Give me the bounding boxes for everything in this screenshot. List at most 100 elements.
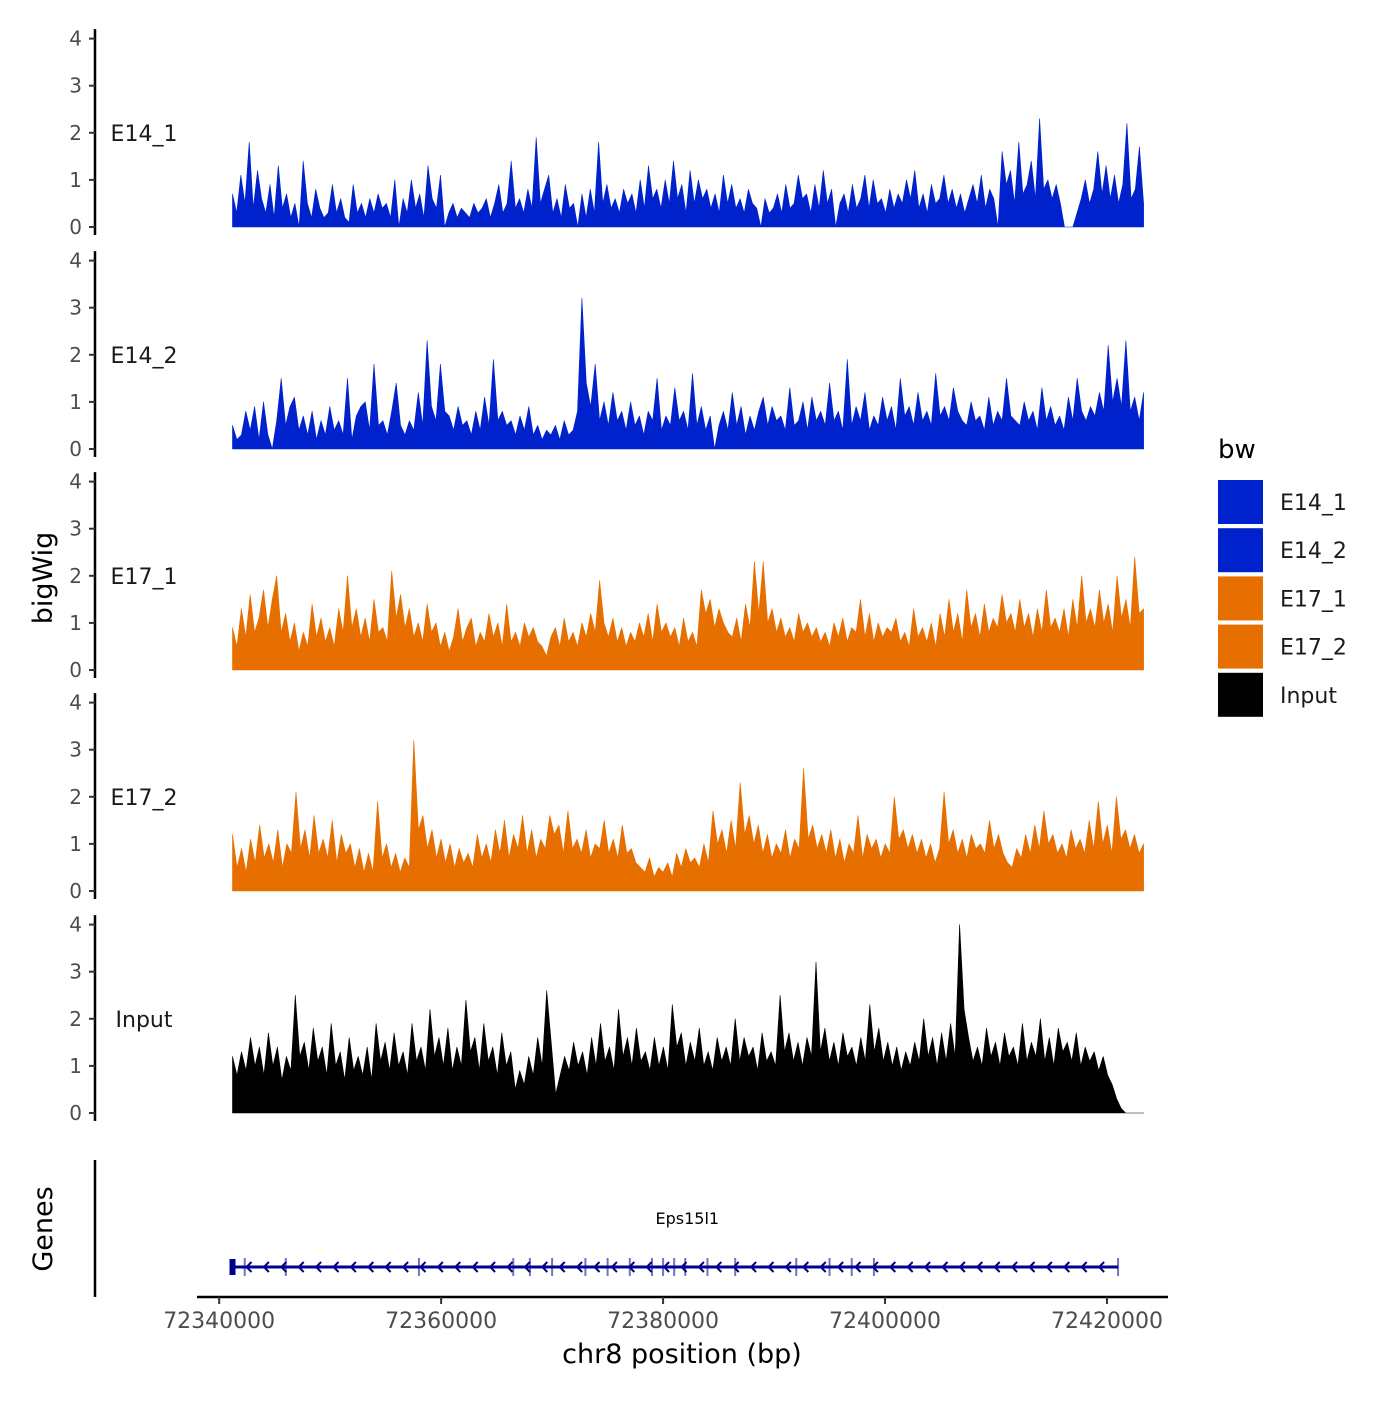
y-tick-label: 3 — [69, 960, 82, 984]
x-axis-title: chr8 position (bp) — [562, 1339, 802, 1370]
legend-swatch — [1218, 624, 1263, 669]
strand-arrow — [314, 1261, 322, 1273]
y-tick-label: 2 — [69, 121, 82, 145]
gene-exon — [795, 1258, 798, 1276]
gene-exon — [734, 1258, 737, 1276]
strand-arrow — [593, 1261, 601, 1273]
gene-exon — [606, 1258, 609, 1276]
strand-arrow — [697, 1261, 705, 1273]
gene-name: Eps15l1 — [655, 1209, 719, 1228]
gene-exon — [284, 1258, 287, 1276]
signal-baseline — [232, 668, 1144, 670]
signal-area — [232, 298, 1144, 450]
track-label: E17_2 — [111, 786, 178, 811]
gene-exon — [229, 1259, 236, 1275]
strand-arrow — [854, 1261, 862, 1273]
legend-label: E14_1 — [1280, 491, 1347, 516]
gene-exon — [528, 1258, 531, 1276]
legend-swatch — [1218, 576, 1263, 621]
strand-arrow — [906, 1261, 914, 1273]
strand-arrow — [262, 1261, 270, 1273]
strand-arrow — [349, 1261, 357, 1273]
strand-arrow — [975, 1261, 984, 1273]
y-tick-label: 3 — [69, 74, 82, 98]
y-tick-label: 0 — [69, 658, 82, 682]
strand-arrow — [366, 1261, 375, 1273]
strand-arrow — [384, 1261, 392, 1273]
gene-exon — [243, 1258, 246, 1276]
signal-baseline — [232, 889, 1144, 891]
y-tick-label: 2 — [69, 1007, 82, 1031]
legend: bw E14_1 E14_2 E17_1 E17_2 Input — [1218, 435, 1347, 717]
signal-baseline — [232, 1111, 1122, 1113]
y-tick-label: 4 — [69, 470, 82, 494]
legend-label: Input — [1280, 684, 1337, 709]
legend-label: E14_2 — [1280, 539, 1347, 564]
strand-arrow — [1045, 1261, 1053, 1273]
y-tick-label: 4 — [69, 27, 82, 51]
strand-arrow — [540, 1261, 549, 1273]
y-tick-label: 3 — [69, 738, 82, 762]
y-tick-label: 1 — [69, 390, 82, 414]
strand-arrow — [436, 1261, 444, 1273]
y-axis-title: bigWig — [28, 532, 59, 625]
strand-arrow — [297, 1261, 305, 1273]
y-tick-label: 0 — [69, 879, 82, 903]
strand-arrow — [993, 1261, 1001, 1273]
y-tick-label: 3 — [69, 517, 82, 541]
legend-title: bw — [1218, 435, 1256, 465]
strand-arrow — [784, 1261, 792, 1273]
strand-arrow — [401, 1261, 409, 1273]
gene-exon — [417, 1258, 420, 1276]
strand-arrow — [1028, 1261, 1036, 1273]
track-e17-2: 0 1 2 3 4 E17_2 — [69, 691, 1144, 903]
signal-baseline — [765, 225, 832, 227]
strand-arrow — [453, 1261, 462, 1273]
x-tick-label: 72340000 — [163, 1309, 275, 1334]
x-axis: 72340000 72360000 72380000 72400000 72420000 — [163, 1295, 1168, 1334]
signal-baseline — [276, 447, 711, 449]
gene-exon — [584, 1258, 587, 1276]
signal-baseline — [303, 225, 395, 227]
strand-arrow — [332, 1261, 340, 1273]
signal-area — [232, 556, 1144, 671]
track-e14-1: 0 1 2 3 4 E14_1 — [69, 27, 1144, 239]
y-tick-label: 0 — [69, 1101, 82, 1125]
y-tick-label: 4 — [69, 913, 82, 937]
x-tick-label: 72380000 — [607, 1309, 719, 1334]
strand-arrow — [419, 1261, 427, 1273]
strand-arrow — [645, 1261, 653, 1273]
strand-arrow — [279, 1261, 288, 1273]
strand-arrow — [471, 1261, 479, 1273]
y-tick-label: 1 — [69, 611, 82, 635]
y-tick-label: 1 — [69, 168, 82, 192]
strand-arrow — [801, 1261, 810, 1273]
strand-arrow — [558, 1261, 566, 1273]
gene-exon — [706, 1258, 709, 1276]
signal-baseline — [581, 225, 757, 227]
strand-arrow — [610, 1261, 618, 1273]
track-label: E14_2 — [111, 344, 178, 369]
track-input: 0 1 2 3 4 Input — [69, 913, 1144, 1125]
legend-swatch — [1218, 480, 1263, 524]
strand-arrow — [871, 1261, 879, 1273]
signal-area — [232, 924, 1144, 1114]
y-tick-label: 3 — [69, 296, 82, 320]
signal-tracks: 0 1 2 3 4 E14_1 0 1 2 3 4 E14_2 0 1 2 3 4 E17_1 0 1 2 3 4 E17_2… — [69, 27, 1144, 1125]
strand-arrow — [1062, 1261, 1071, 1273]
strand-arrow — [941, 1261, 949, 1273]
strand-arrow — [1097, 1261, 1105, 1273]
strand-arrow — [958, 1261, 966, 1273]
signal-area — [232, 740, 1144, 892]
gene-exon — [828, 1258, 831, 1276]
strand-arrow — [523, 1261, 531, 1273]
legend-label: E17_2 — [1280, 636, 1347, 661]
genes-axis-title: Genes — [28, 1186, 59, 1271]
x-tick-label: 72420000 — [1051, 1309, 1163, 1334]
signal-baseline — [232, 225, 295, 227]
x-tick-label: 72360000 — [385, 1309, 497, 1334]
track-e14-2: 0 1 2 3 4 E14_2 — [69, 249, 1144, 461]
legend-swatch — [1218, 672, 1263, 717]
y-tick-label: 1 — [69, 1054, 82, 1078]
